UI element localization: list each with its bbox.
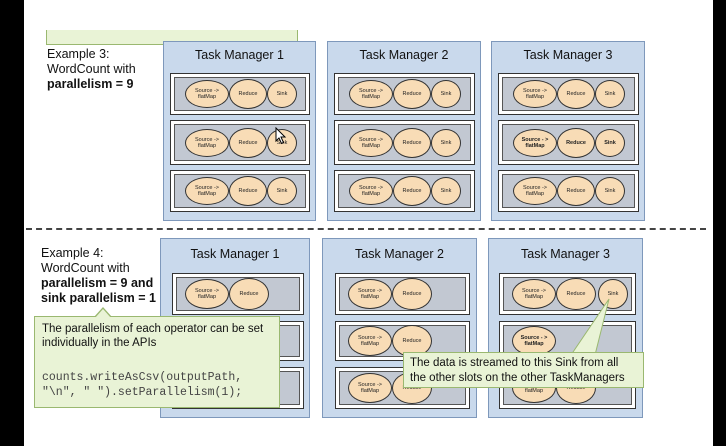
reduce-operator: Reduce <box>393 176 431 206</box>
source-flatmap-operator: Source -> flatMap <box>348 326 392 356</box>
ex4-tm3-title: Task Manager 3 <box>521 247 610 261</box>
reduce-operator: Reduce <box>229 128 267 158</box>
reduce-operator: Reduce <box>229 278 269 310</box>
sink-operator: Sink <box>595 177 625 205</box>
source-flatmap-operator: Source -> flatMap <box>512 279 556 309</box>
source-flatmap-operator: Source -> flatMap <box>185 129 229 157</box>
ex4-task-manager-2: Task Manager 2 Source -> flatMap Reduce … <box>322 238 477 418</box>
example3-label: Example 3: WordCount with parallelism = … <box>47 47 136 92</box>
source-flatmap-operator: Source - > flatMap <box>513 129 557 157</box>
code-line-2: "\n", " ").setParallelism(1); <box>42 386 243 399</box>
section-divider <box>26 228 706 230</box>
sink-operator: Sink <box>598 279 628 309</box>
reduce-operator: Reduce <box>557 128 595 158</box>
ex3-tm3-slot-2: Source - > flatMap Reduce Sink <box>498 120 639 165</box>
sink-operator: Sink <box>267 80 297 108</box>
reduce-operator: Reduce <box>556 278 596 310</box>
source-flatmap-operator: Source -> flatMap <box>349 80 393 108</box>
ex4-tm1-slot-1: Source -> flatMap Reduce <box>172 273 304 315</box>
ex4-task-manager-3: Task Manager 3 Source -> flatMap Reduce … <box>488 238 643 418</box>
mouse-cursor-icon <box>275 127 287 145</box>
example3-line3: parallelism = 9 <box>47 77 134 91</box>
example3-line2: WordCount with <box>47 62 136 76</box>
reduce-operator: Reduce <box>393 79 431 109</box>
ex3-tm2-slot-2: Source -> flatMap Reduce Sink <box>334 120 475 165</box>
sink-callout-pointer <box>570 298 610 356</box>
ex3-tm3-slot-3: Source -> flatMap Reduce Sink <box>498 170 639 212</box>
ex4-tm2-slot-3: Source -> flatMap Reduce <box>335 367 470 409</box>
source-flatmap-operator: Source - > flatMap <box>512 326 556 356</box>
ex4-tm3-slot-1: Source -> flatMap Reduce Sink <box>499 273 636 315</box>
source-flatmap-operator: Source -> flatMap <box>513 80 557 108</box>
reduce-operator: Reduce <box>557 176 595 206</box>
source-flatmap-operator: Source -> flatMap <box>348 279 392 309</box>
code-line-1: counts.writeAsCsv(outputPath, <box>42 371 243 384</box>
example4-line4: sink parallelism = 1 <box>41 291 156 305</box>
ex4-tm2-slot-1: Source -> flatMap Reduce <box>335 273 470 315</box>
api-callout-text: The parallelism of each operator can be … <box>42 323 264 349</box>
source-flatmap-operator: Source -> flatMap <box>348 373 392 403</box>
api-callout-pointer-fill <box>95 309 111 318</box>
ex4-tm1-title: Task Manager 1 <box>190 247 280 261</box>
ex3-tm1-title: Task Manager 1 <box>195 48 284 62</box>
ex3-tm1-slot-2: Source -> flatMap Reduce Sink <box>170 120 310 165</box>
ex3-tm1-slot-1: Source -> flatMap Reduce Sink <box>170 73 310 115</box>
source-flatmap-operator: Source -> flatMap <box>349 177 393 205</box>
sink-operator: Sink <box>267 177 297 205</box>
reduce-operator: Reduce <box>393 128 431 158</box>
ex3-tm2-slot-1: Source -> flatMap Reduce Sink <box>334 73 475 115</box>
example4-line1: Example 4: <box>41 246 104 260</box>
ex4-tm2-title: Task Manager 2 <box>355 247 444 261</box>
sink-operator: Sink <box>595 80 625 108</box>
ex3-tm1-slot-3: Source -> flatMap Reduce Sink <box>170 170 310 212</box>
sink-callout-line2: the other slots on the other TaskManager… <box>410 372 625 384</box>
ex3-tm3-title: Task Manager 3 <box>523 48 613 62</box>
api-parallelism-callout: The parallelism of each operator can be … <box>34 316 280 408</box>
example4-label: Example 4: WordCount with parallelism = … <box>41 246 156 306</box>
ex4-tm2-slot-2: Source -> flatMap Reduce <box>335 321 470 361</box>
example4-line2: WordCount with <box>41 261 130 275</box>
source-flatmap-operator: Source -> flatMap <box>185 279 229 309</box>
ex3-task-manager-1: Task Manager 1 Source -> flatMap Reduce … <box>163 41 316 221</box>
source-flatmap-operator: Source -> flatMap <box>513 177 557 205</box>
left-border <box>0 0 24 446</box>
ex3-tm3-slot-1: Source -> flatMap Reduce Sink <box>498 73 639 115</box>
reduce-operator: Reduce <box>229 176 267 206</box>
ex4-tm3-slot-2: Source - > flatMap <box>499 321 636 361</box>
ex3-tm2-title: Task Manager 2 <box>359 48 449 62</box>
reduce-operator: Reduce <box>392 325 432 357</box>
sink-operator: Sink <box>595 129 625 157</box>
ex3-task-manager-3: Task Manager 3 Source -> flatMap Reduce … <box>491 41 645 221</box>
right-border <box>713 0 726 446</box>
sink-operator: Sink <box>431 80 461 108</box>
source-flatmap-operator: Source -> flatMap <box>185 177 229 205</box>
ex3-task-manager-2: Task Manager 2 Source -> flatMap Reduce … <box>327 41 481 221</box>
source-flatmap-operator: Source -> flatMap <box>349 129 393 157</box>
ex3-tm2-slot-3: Source -> flatMap Reduce Sink <box>334 170 475 212</box>
example4-line3: parallelism = 9 and <box>41 276 154 290</box>
example3-line1: Example 3: <box>47 47 110 61</box>
sink-operator: Sink <box>431 129 461 157</box>
reduce-operator: Reduce <box>557 79 595 109</box>
source-flatmap-operator: Source -> flatMap <box>185 80 229 108</box>
sink-callout-line1: The data is streamed to this Sink from a… <box>410 357 619 369</box>
reduce-operator: Reduce <box>392 278 432 310</box>
reduce-operator: Reduce <box>229 79 267 109</box>
sink-operator: Sink <box>431 177 461 205</box>
sink-stream-callout: The data is streamed to this Sink from a… <box>403 352 644 388</box>
